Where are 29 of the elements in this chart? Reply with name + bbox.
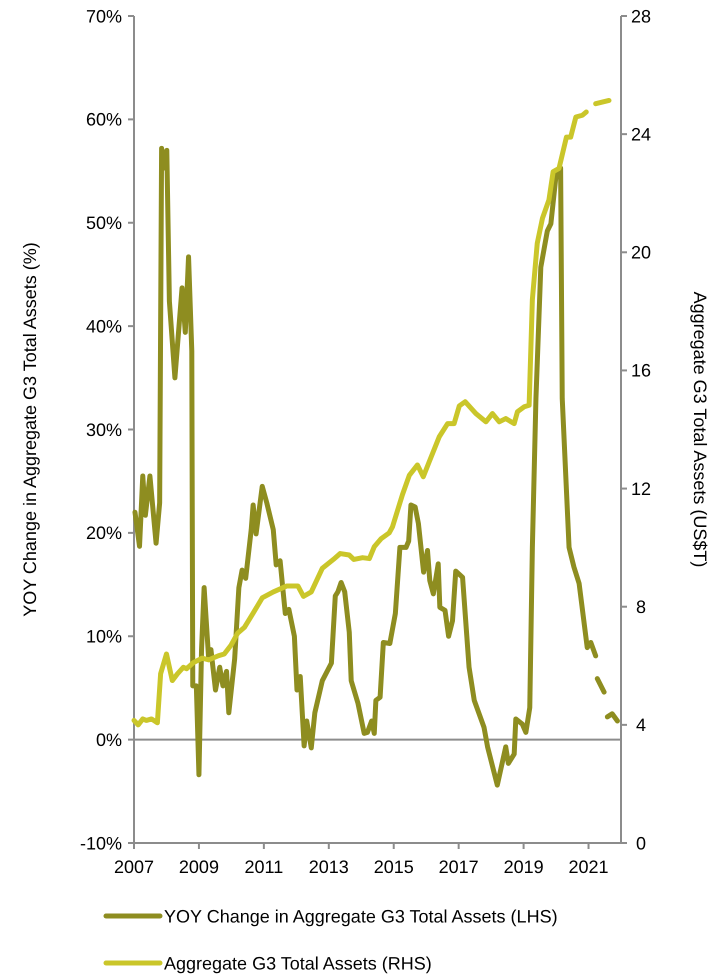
legend-label: Aggregate G3 Total Assets (RHS) xyxy=(164,953,432,974)
y2-tick-label: 0 xyxy=(636,833,646,854)
y-tick-label: 0% xyxy=(96,730,122,750)
y-tick-label: 60% xyxy=(86,110,122,130)
y2-tick-label: 4 xyxy=(636,715,646,736)
y-tick-label: 40% xyxy=(86,316,122,336)
legend-label: YOY Change in Aggregate G3 Total Assets (LHS) xyxy=(164,906,558,926)
y2-tick-label: 24 xyxy=(630,124,652,144)
x-tick-label: 2015 xyxy=(374,857,414,877)
y-tick-label: 30% xyxy=(86,420,122,440)
y-axis-title: YOY Change in Aggregate G3 Total Assets (%) xyxy=(20,242,40,617)
x-tick-label: 2017 xyxy=(438,857,479,877)
y2-tick-label: 28 xyxy=(630,6,652,26)
y-tick-label: -10% xyxy=(80,833,122,854)
x-tick-label: 2011 xyxy=(244,857,284,877)
x-tick-label: 2021 xyxy=(568,857,609,877)
y-tick-label: 20% xyxy=(86,523,122,544)
y-tick-label: 70% xyxy=(86,6,122,26)
y2-tick-label: 8 xyxy=(636,597,646,618)
x-tick-label: 2009 xyxy=(178,857,219,877)
y2-tick-label: 12 xyxy=(630,478,652,499)
y2-axis-title: Aggregate G3 Total Assets (US$T) xyxy=(690,292,709,568)
x-tick-label: 2013 xyxy=(308,857,349,877)
x-tick-label: 2007 xyxy=(114,857,154,877)
y2-tick-label: 16 xyxy=(630,360,652,381)
y2-tick-label: 20 xyxy=(630,242,652,263)
y-tick-label: 10% xyxy=(86,626,122,647)
y-tick-label: 50% xyxy=(86,213,122,234)
x-tick-label: 2019 xyxy=(504,857,544,877)
